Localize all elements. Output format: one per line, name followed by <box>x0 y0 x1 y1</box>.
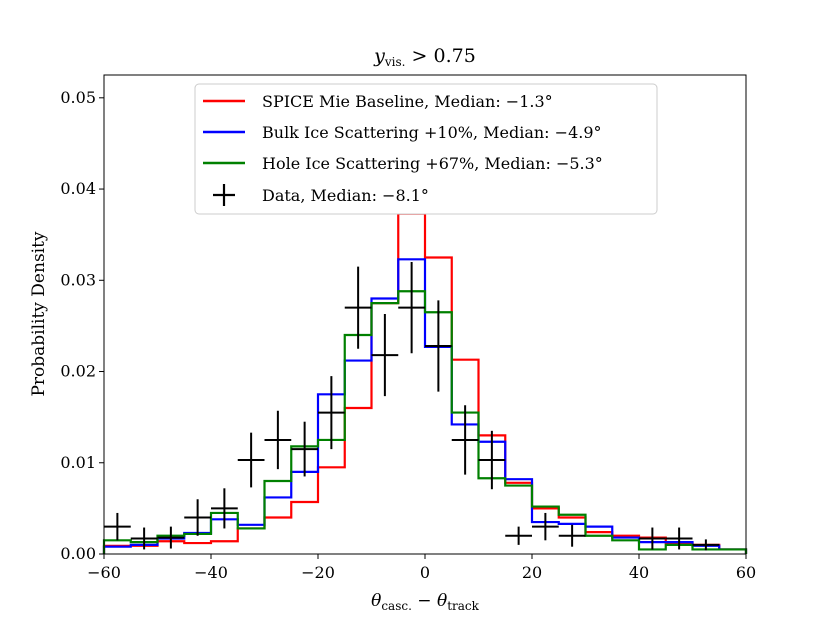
data-point <box>558 524 586 547</box>
data-point <box>264 410 292 470</box>
data-point <box>104 512 131 541</box>
y-tick-label: 0.04 <box>60 179 96 198</box>
data-point <box>291 421 318 477</box>
legend-label: Data, Median: −8.1° <box>262 186 429 205</box>
legend-label: SPICE Mie Baseline, Median: −1.3° <box>262 92 553 111</box>
legend-box <box>194 83 658 215</box>
legend: SPICE Mie Baseline, Median: −1.3° Bulk Ic… <box>194 83 658 215</box>
y-tick-label: 0.01 <box>60 453 96 472</box>
data-point <box>639 527 666 550</box>
x-axis-label-sub1: casc. <box>381 599 412 613</box>
y-axis: 0.00 0.01 0.02 0.03 0.04 0.05 <box>60 88 104 563</box>
x-axis-label: θcasc. − θtrack <box>371 591 480 613</box>
data-point <box>157 526 185 549</box>
data-point <box>505 526 532 545</box>
x-tick-label: −40 <box>194 563 228 582</box>
y-tick-label: 0.02 <box>60 362 96 381</box>
y-tick-label: 0.03 <box>60 270 96 289</box>
data-point <box>211 488 238 529</box>
x-axis-label-mid: − θ <box>412 591 447 611</box>
chart-title: yvis. > 0.75 <box>373 45 476 69</box>
data-point <box>237 432 265 488</box>
x-axis-label-sub2: track <box>447 599 479 613</box>
data-point <box>425 300 452 392</box>
x-tick-label: 0 <box>420 563 430 582</box>
chart-title-subscript: vis. <box>384 55 406 69</box>
x-tick-label: 20 <box>522 563 542 582</box>
legend-item: Bulk Ice Scattering +10%, Median: −4.9° <box>203 123 602 142</box>
legend-label: Bulk Ice Scattering +10%, Median: −4.9° <box>262 123 602 142</box>
x-tick-label: −60 <box>87 563 121 582</box>
data-point <box>184 499 211 536</box>
chart-title-rest: > 0.75 <box>406 45 476 67</box>
legend-item: SPICE Mie Baseline, Median: −1.3° <box>203 92 553 111</box>
data-point <box>318 376 345 450</box>
y-tick-label: 0.05 <box>60 88 96 107</box>
x-tick-label: 40 <box>629 563 649 582</box>
x-tick-label: −20 <box>301 563 335 582</box>
y-axis-label: Probability Density <box>29 231 49 396</box>
legend-label: Hole Ice Scattering +67%, Median: −5.3° <box>262 154 603 173</box>
data-point <box>451 405 479 475</box>
data-point <box>665 527 693 550</box>
data-point <box>478 430 506 490</box>
y-tick-label: 0.00 <box>60 544 96 563</box>
x-tick-label: 60 <box>736 563 756 582</box>
data-point <box>398 262 425 354</box>
legend-item: Data, Median: −8.1° <box>213 184 429 206</box>
data-point <box>371 314 399 397</box>
series-hole-ice <box>102 290 748 554</box>
legend-item: Hole Ice Scattering +67%, Median: −5.3° <box>203 154 603 173</box>
data-points-layer <box>104 262 720 551</box>
data-point <box>130 527 158 550</box>
data-point <box>344 266 372 349</box>
x-axis: −60 −40 −20 0 20 40 60 <box>87 554 756 582</box>
data-point <box>532 512 559 541</box>
data-point <box>692 539 720 551</box>
